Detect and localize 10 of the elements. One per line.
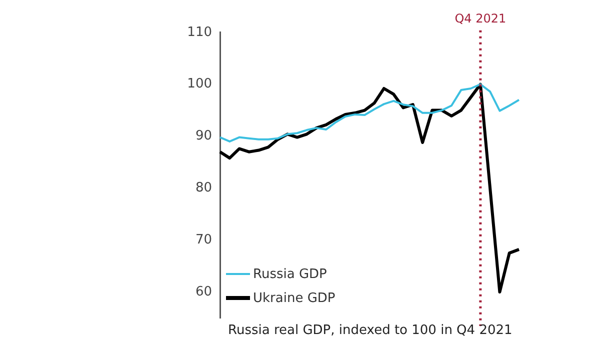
y-tick-label: 80 bbox=[195, 180, 212, 196]
y-tick-label: 70 bbox=[195, 232, 212, 248]
legend-label: Russia GDP bbox=[253, 266, 327, 282]
x-tick-label: Q4 2021 bbox=[454, 11, 506, 26]
y-tick-label: 110 bbox=[187, 24, 212, 40]
y-tick-label: 60 bbox=[195, 284, 212, 300]
y-tick-label: 100 bbox=[187, 76, 212, 92]
text: Russia real GDP, indexed to 100 in Q4 2021 bbox=[228, 323, 512, 338]
legend-label: Ukraine GDP bbox=[253, 290, 336, 306]
y-tick-label: 90 bbox=[195, 128, 212, 144]
